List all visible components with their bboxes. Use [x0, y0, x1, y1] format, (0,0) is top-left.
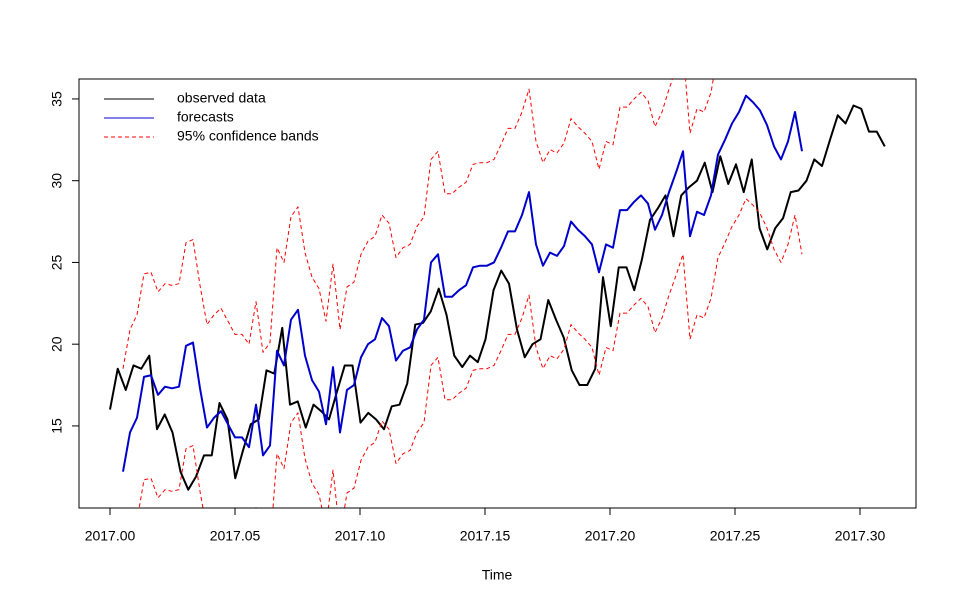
plot-area	[109, 79, 886, 508]
x-tick-label: 2017.10	[335, 528, 386, 544]
y-tick-label: 25	[49, 254, 65, 270]
x-axis-title: Time	[482, 567, 513, 583]
x-tick-label: 2017.25	[710, 528, 761, 544]
x-tick-label: 2017.20	[585, 528, 636, 544]
legend-label: observed data	[177, 90, 266, 106]
y-tick-label: 35	[49, 91, 65, 107]
x-tick-label: 2017.15	[460, 528, 511, 544]
y-tick-label: 30	[49, 173, 65, 189]
band-line	[122, 79, 714, 369]
legend-label: forecasts	[177, 109, 234, 125]
y-tick-label: 15	[49, 418, 65, 434]
x-tick-label: 2017.05	[210, 528, 261, 544]
series-line	[122, 94, 803, 472]
y-tick-label: 20	[49, 336, 65, 352]
x-tick-label: 2017.00	[85, 528, 136, 544]
series-line	[109, 104, 886, 491]
legend-label: 95% confidence bands	[177, 128, 319, 144]
x-tick-label: 2017.30	[835, 528, 886, 544]
band-line	[138, 198, 803, 508]
